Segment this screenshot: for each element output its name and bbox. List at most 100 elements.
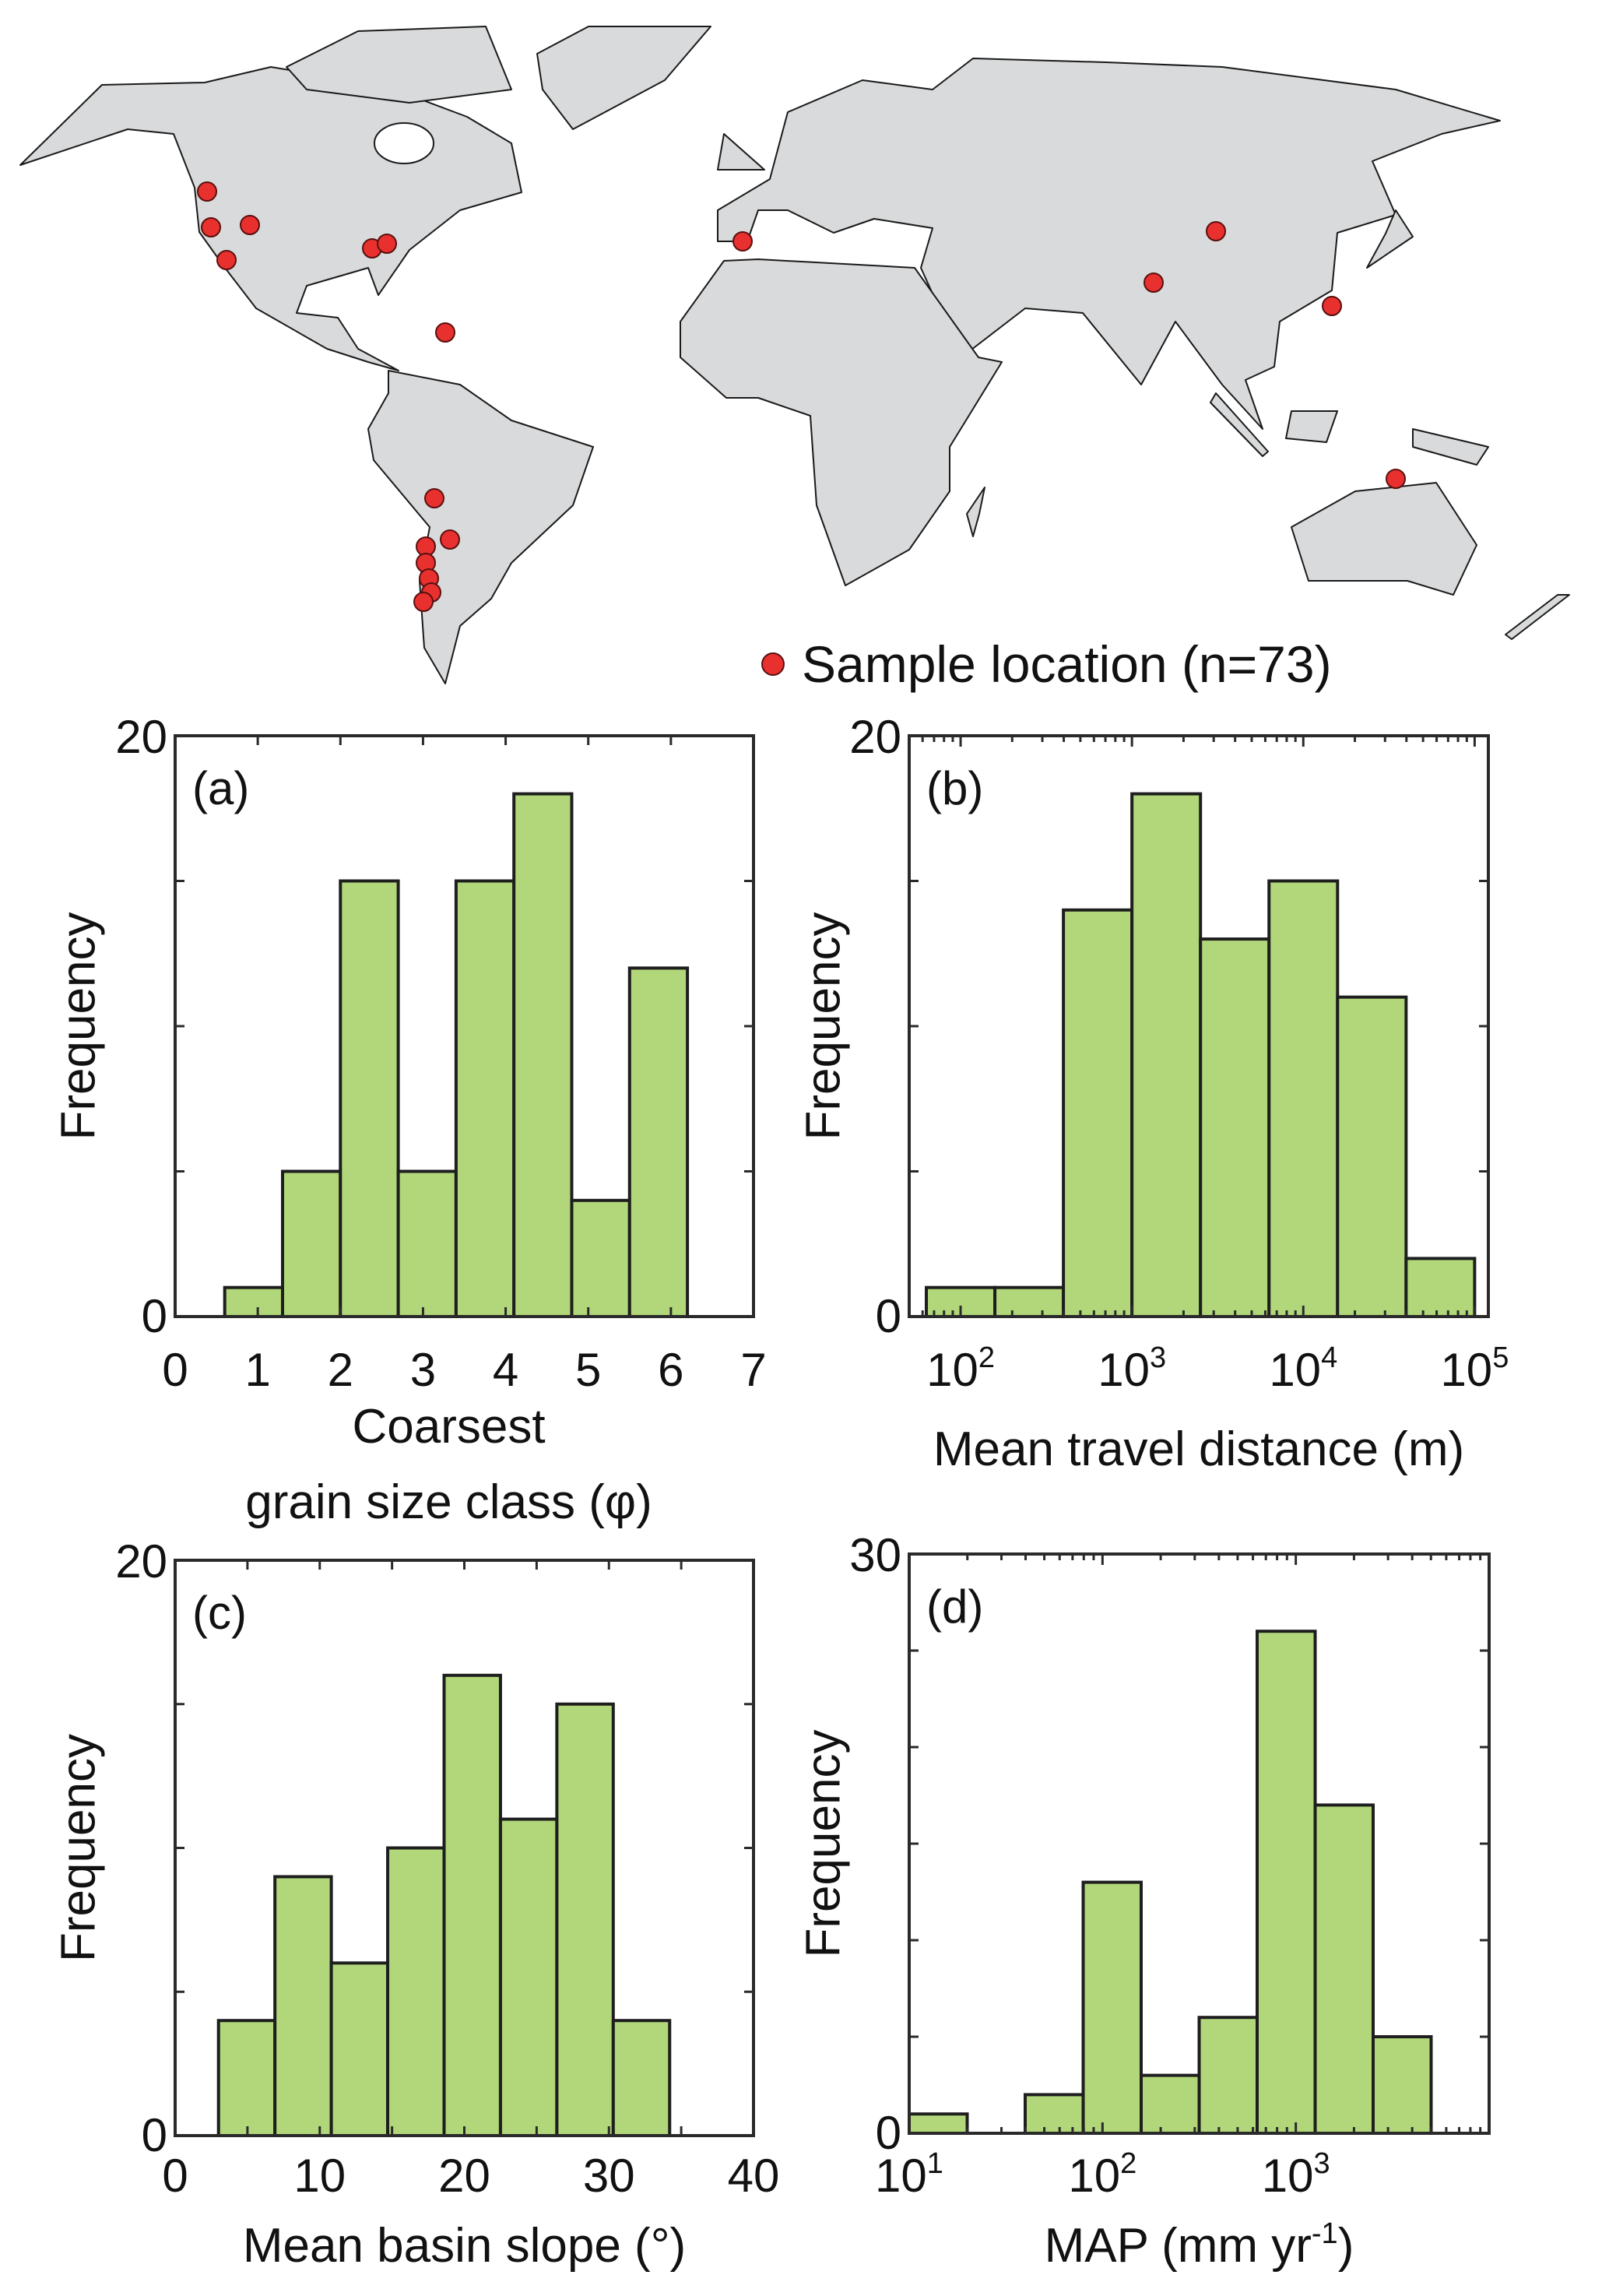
histogram-bar: [1197, 2016, 1259, 2135]
x-tick-label: 10: [293, 2150, 346, 2202]
x-tick-label: 40: [728, 2150, 780, 2202]
histogram-bar: [1130, 792, 1203, 1318]
histogram-bar: [396, 1169, 458, 1318]
sample-dot: [1322, 296, 1342, 316]
y-axis-label: Frequency: [796, 1730, 850, 1958]
sample-dot: [1386, 469, 1406, 489]
x-tick-label: 20: [438, 2150, 490, 2202]
sample-dot: [377, 234, 397, 254]
new-zealand: [1505, 594, 1570, 640]
tick-exponent: 2: [1120, 2147, 1136, 2180]
x-axis-label: MAP (mm yr-1): [1045, 2217, 1354, 2273]
tick-base: 10: [1269, 1344, 1321, 1396]
sample-dot: [1206, 221, 1226, 241]
x-tick-label: 4: [493, 1344, 518, 1396]
x-tick-label: 5: [575, 1344, 601, 1396]
histogram-bar: [273, 1875, 333, 2137]
histogram-bar: [329, 1961, 390, 2138]
histogram-bar: [454, 879, 516, 1318]
y-tick-label: 0: [142, 1290, 167, 1342]
histogram-bar: [1372, 2035, 1433, 2135]
sample-dot: [424, 488, 444, 508]
y-tick-label: 0: [142, 2109, 167, 2161]
histogram-bar: [1024, 2093, 1085, 2135]
y-tick-label: 20: [115, 711, 167, 763]
y-axis-label: Frequency: [51, 912, 105, 1141]
tick-exponent: 3: [1313, 2147, 1330, 2180]
y-tick-label: 20: [849, 711, 901, 763]
world-map: Sample location (n=73): [19, 26, 1570, 693]
japan: [1366, 209, 1414, 269]
y-tick-label: 0: [876, 1290, 901, 1342]
great-britain: [717, 133, 765, 171]
histogram-bar: [216, 2019, 277, 2137]
histogram-bar: [1199, 937, 1271, 1318]
madagascar: [966, 487, 985, 537]
histogram-bar: [993, 1285, 1066, 1318]
y-tick-label: 20: [115, 1535, 167, 1588]
sample-dot: [732, 231, 753, 251]
tick-exponent: 5: [1492, 1341, 1509, 1374]
histogram-bar: [1404, 1257, 1477, 1319]
x-tick-label: 104: [1269, 1341, 1337, 1396]
legend-dot-icon: [761, 652, 785, 676]
x-tick-label: 103: [1262, 2147, 1330, 2202]
y-tick-label: 30: [849, 1529, 901, 1581]
sample-dot: [440, 529, 460, 550]
sample-dot: [197, 181, 217, 202]
sample-dot: [1144, 272, 1164, 293]
panel-label: (d): [926, 1580, 983, 1633]
x-tick-label: 3: [410, 1344, 436, 1396]
hudson-bay: [374, 122, 434, 164]
tick-exponent: 3: [1150, 1341, 1166, 1374]
histogram-bar: [1140, 2073, 1201, 2136]
x-axis-label: grain size class (φ): [245, 1475, 652, 1529]
tick-exponent: 2: [978, 1341, 995, 1374]
histogram-bar: [512, 792, 574, 1318]
tick-base: 10: [1440, 1344, 1492, 1396]
x-axis-label: Mean travel distance (m): [933, 1422, 1464, 1476]
histogram-bar: [280, 1169, 343, 1318]
histogram-bar: [1313, 1803, 1375, 2135]
histogram-bar: [442, 1673, 502, 2138]
borneo: [1285, 410, 1338, 443]
panel-label: (a): [192, 762, 249, 814]
x-tick-label: 2: [328, 1344, 353, 1396]
panel-label: (c): [192, 1587, 247, 1639]
histogram-bar: [1062, 908, 1134, 1319]
x-axis-label-part: ): [1338, 2219, 1354, 2273]
eurasia: [717, 58, 1501, 430]
new-guinea: [1412, 428, 1489, 466]
y-axis-label: Frequency: [51, 1734, 105, 1962]
sample-dot: [435, 322, 455, 343]
histogram-bar: [498, 1817, 559, 2138]
sample-locations: [197, 181, 1406, 612]
sample-dot: [413, 592, 434, 612]
legend-label: Sample location (n=73): [802, 635, 1332, 693]
x-tick-label: 102: [1068, 2147, 1136, 2202]
tick-exponent: 4: [1321, 1341, 1337, 1374]
histogram-bar: [1256, 1630, 1317, 2135]
histogram-a: 0 20 0 1 2 3 4 5 6 7 (a) Frequency Coarsest grain siz…: [51, 711, 766, 1529]
histogram-bar: [386, 1846, 446, 2137]
x-axis-label: Coarsest: [352, 1400, 545, 1454]
x-axis-label: Mean basin slope (°): [243, 2219, 686, 2273]
south-america: [367, 370, 594, 684]
x-tick-label: 105: [1440, 1341, 1509, 1396]
histogram-bar: [1081, 1880, 1143, 2136]
x-tick-label: 1: [244, 1344, 270, 1396]
x-tick-label: 0: [162, 1344, 188, 1396]
histogram-bar: [570, 1198, 631, 1319]
x-tick-label: 7: [740, 1344, 766, 1396]
greenland: [536, 26, 711, 130]
histogram-bar: [555, 1702, 615, 2137]
histogram-bar: [339, 879, 400, 1318]
histogram-c: 0 20 0 10 20 30 40 (c) Frequency Mean basin slope…: [51, 1535, 779, 2273]
x-tick-label: 30: [583, 2150, 635, 2202]
sample-dot: [216, 250, 237, 270]
tick-base: 10: [875, 2150, 927, 2202]
